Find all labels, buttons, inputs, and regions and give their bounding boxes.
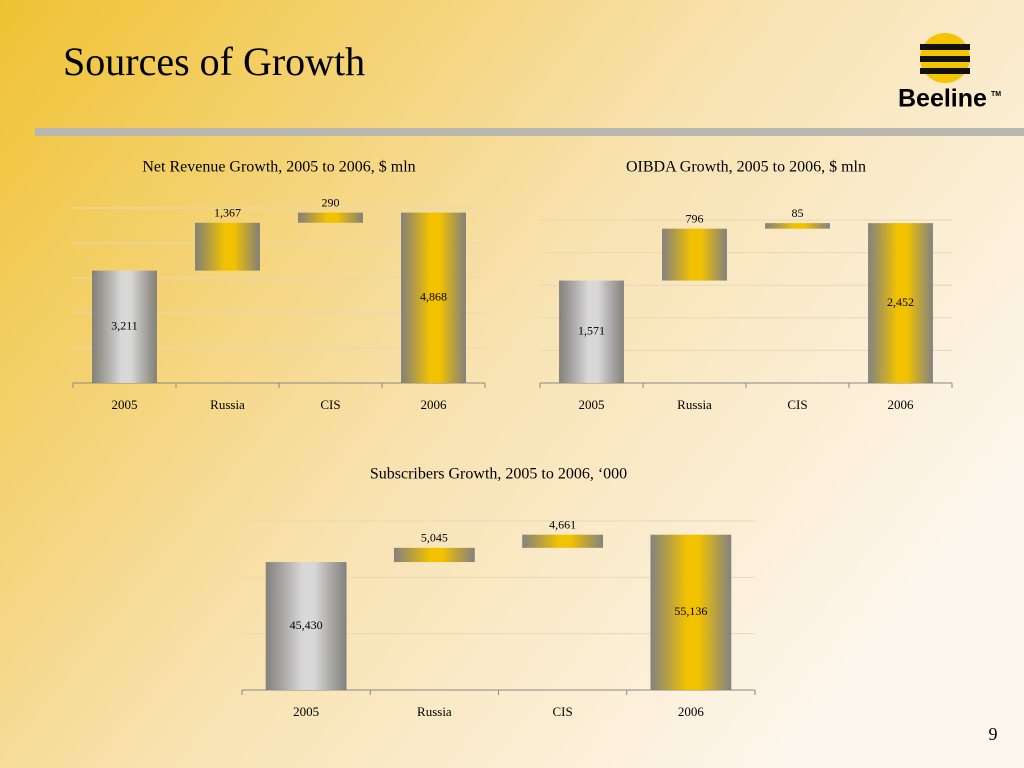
value-label: 3,211	[111, 319, 138, 333]
bar	[522, 534, 604, 548]
bar	[868, 223, 933, 383]
x-tick-label: 2006	[888, 397, 915, 412]
logo-tm: TM	[991, 91, 1001, 98]
slide-title: Sources of Growth	[63, 39, 365, 84]
value-label: 5,045	[421, 531, 448, 545]
page-number: 9	[989, 724, 998, 744]
chart-title: Net Revenue Growth, 2005 to 2006, $ mln	[142, 159, 415, 176]
bar	[559, 280, 624, 383]
logo: Beeline TM	[898, 33, 1001, 113]
bar	[765, 223, 830, 229]
bar	[662, 228, 727, 281]
x-tick-label: Russia	[417, 704, 452, 719]
bar	[92, 270, 157, 383]
bar	[401, 212, 466, 383]
value-label: 1,571	[578, 324, 605, 338]
bar	[650, 534, 732, 690]
x-tick-label: 2006	[678, 704, 705, 719]
bar	[265, 562, 347, 690]
logo-text: Beeline	[898, 85, 987, 113]
x-tick-label: CIS	[553, 704, 573, 719]
x-tick-label: 2005	[112, 397, 138, 412]
value-label: 290	[322, 195, 340, 209]
value-label: 4,868	[420, 290, 447, 304]
value-label: 796	[686, 211, 704, 225]
chart-title: OIBDA Growth, 2005 to 2006, $ mln	[626, 159, 866, 176]
x-tick-label: Russia	[210, 397, 245, 412]
bar	[393, 547, 475, 563]
value-label: 4,661	[549, 517, 576, 531]
x-tick-label: 2005	[293, 704, 319, 719]
chart-title: Subscribers Growth, 2005 to 2006, ‘000	[370, 466, 627, 483]
x-tick-label: Russia	[677, 397, 712, 412]
value-label: 55,136	[674, 604, 707, 618]
value-label: 45,430	[290, 618, 323, 632]
title-rule	[35, 128, 1024, 136]
x-tick-label: 2005	[579, 397, 605, 412]
x-tick-label: 2006	[421, 397, 448, 412]
value-label: 1,367	[214, 206, 241, 220]
bar	[298, 212, 363, 223]
bar	[195, 222, 260, 271]
value-label: 2,452	[887, 295, 914, 309]
value-label: 85	[792, 206, 804, 220]
x-tick-label: CIS	[787, 397, 807, 412]
x-tick-label: CIS	[320, 397, 340, 412]
